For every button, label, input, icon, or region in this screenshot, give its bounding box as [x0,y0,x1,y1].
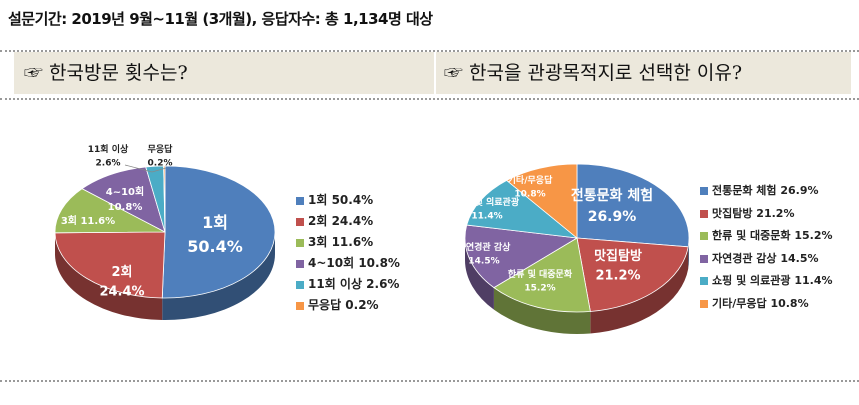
data-label: 전통문화 체험 [571,187,653,204]
data-label: 15.2% [524,284,555,294]
legend-item: 4~10회 10.8% [296,253,400,274]
legend-item: 3회 11.6% [296,232,400,253]
pie-slice-side [55,232,163,320]
legend-swatch [700,277,708,286]
legend-swatch [296,196,304,205]
bottom-divider [0,380,859,382]
legend-swatch [700,187,708,196]
data-label: 11.4% [471,212,502,222]
data-label: 한류 및 대중문화 [508,268,573,280]
legend-item: 한류 및 대중문화 15.2% [700,225,833,248]
legend-item: 1회 50.4% [296,190,400,211]
legend-item: 전통문화 체험 26.9% [700,180,833,203]
legend-label: 자연경관 감상 14.5% [712,251,819,265]
legend-item: 무응답 0.2% [296,295,400,316]
pie-slice-side [590,246,689,334]
pie-slice [505,163,578,239]
data-label: 2.6% [96,159,121,169]
pie-slice-side [162,232,275,320]
pie-slice [54,231,166,299]
legend-label: 1회 50.4% [308,193,374,207]
data-label: 24.4% [99,285,144,300]
legend-item: 자연경관 감상 14.5% [700,248,833,271]
legend-label: 쇼핑 및 의료관광 11.4% [712,274,833,287]
pie-slice [54,188,166,234]
pie-chart-0: 1회 50.4% 2회 24.4% 3회 11.6% 4~10회 10.8% 11회 이상 2.… [54,143,276,320]
legend-swatch [700,209,708,218]
header-visit-count: ☞ 한국방문 횟수는? [14,52,435,94]
legend-label: 4~10회 10.8% [308,256,400,270]
legend-swatch [700,254,708,263]
data-label: 4~10회 [106,185,144,198]
data-label: 0.2% [148,159,173,169]
pie-slice [464,224,579,289]
legend-swatch [296,238,304,247]
pie-slice [576,237,689,312]
legend-label: 전통문화 체험 26.9% [712,184,819,197]
data-label: 기타/무응답 [508,174,553,186]
pie-slice [163,165,166,233]
pie-slice [493,237,591,313]
pie-chart-1: 전통문화 체험 26.9% 맛집탐방 21.2% 한류 및 대중문화 15.2% 자연경관 … [455,163,690,335]
legend-label: 2회 24.4% [308,214,374,228]
survey-info: 설문기간: 2019년 9월~11월 (3개월), 응답자수: 총 1,134명… [8,10,433,28]
legend-swatch [700,299,708,308]
legend-item: 기타/무응답 10.8% [700,293,833,316]
data-label: 26.9% [588,209,637,225]
legend-swatch [296,259,304,268]
header-reason: ☞ 한국을 관광목적지로 선택한 이유? [436,52,851,94]
legend-visit-count: 1회 50.4% 2회 24.4% 3회 11.6% 4~10회 10.8% 11회 이… [296,190,400,316]
legend-swatch [296,217,304,226]
legend-swatch [296,301,304,310]
legend-swatch [700,232,708,241]
pie-slice [466,179,579,239]
data-label: 10.8% [108,202,143,213]
data-label: 21.2% [595,269,640,284]
pie-slice-side [465,238,494,310]
legend-label: 무응답 0.2% [308,298,379,312]
legend-item: 쇼핑 및 의료관광 11.4% [700,270,833,293]
legend-item: 11회 이상 2.6% [296,274,400,295]
legend-item: 맛집탐방 21.2% [700,203,833,226]
pie-slice [576,163,690,248]
data-label: 무응답 [148,143,174,155]
legend-label: 한류 및 대중문화 15.2% [712,229,833,242]
leader-line [124,164,167,173]
header-band [0,50,859,100]
data-label: 11회 이상 [88,143,129,155]
legend-label: 맛집탐방 21.2% [712,206,795,220]
data-label: 3회 11.6% [61,214,115,227]
pie-slice [81,166,166,233]
pie-slice [161,165,276,299]
data-label: 14.5% [468,257,499,267]
legend-label: 기타/무응답 10.8% [712,296,809,310]
data-label: 50.4% [187,237,243,256]
data-label: 자연경관 감상 [458,241,512,253]
data-label: 맛집탐방 [594,248,642,264]
data-label: 2회 [111,264,132,280]
data-label: 1회 [202,213,228,232]
legend-label: 11회 이상 2.6% [308,277,400,291]
legend-label: 3회 11.6% [308,235,374,249]
data-label: 쇼핑 및 의료관광 [455,196,520,208]
legend-reason: 전통문화 체험 26.9% 맛집탐방 21.2% 한류 및 대중문화 15.2% 자연… [700,180,833,315]
legend-swatch [296,280,304,289]
legend-item: 2회 24.4% [296,211,400,232]
data-label: 10.8% [514,190,545,200]
pie-slice-side [493,287,591,335]
